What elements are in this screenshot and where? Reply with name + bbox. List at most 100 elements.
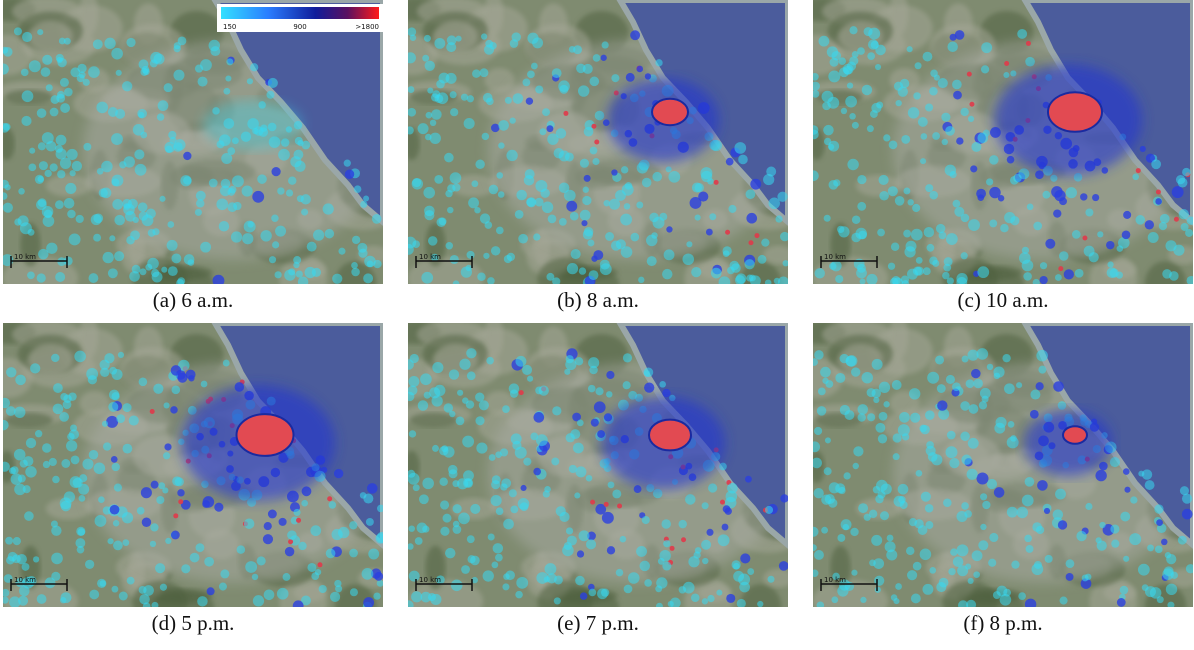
heat-spot [122, 403, 132, 413]
map-panel: 10 km 150 900 >1800 [3, 0, 383, 284]
heat-spot [1021, 246, 1030, 254]
heat-spot [515, 355, 527, 367]
heat-spot [1095, 469, 1107, 482]
heat-spot [223, 87, 231, 95]
heat-spot [627, 572, 640, 584]
heat-spot [843, 472, 851, 480]
heat-spot [665, 166, 672, 173]
heat-spot [579, 592, 588, 600]
heat-spot [1003, 71, 1010, 78]
heat-spot [251, 573, 259, 581]
heat-spot [740, 553, 751, 564]
heat-spot [408, 126, 414, 135]
heat-spot [359, 492, 367, 499]
heat-core [1047, 91, 1103, 133]
heat-spot [424, 60, 435, 71]
heat-spot [170, 365, 182, 376]
heat-spot [547, 133, 559, 145]
heat-spot [587, 384, 596, 393]
heat-spot [971, 368, 981, 379]
heat-spot [842, 63, 854, 75]
heat-spot [457, 478, 469, 490]
heat-spot [49, 107, 59, 117]
heat-spot [85, 559, 95, 569]
heat-spot [780, 231, 788, 242]
heat-spot [102, 442, 112, 451]
heat-spot [1096, 540, 1107, 551]
heat-spot [871, 358, 883, 370]
heat-spot [887, 186, 898, 197]
heat-spot [907, 570, 918, 581]
heat-spot [60, 592, 72, 604]
heat-spot [42, 215, 55, 227]
heat-spot [111, 368, 123, 380]
heat-spot [489, 42, 497, 50]
heat-spot [832, 572, 840, 581]
heat-spot [132, 216, 139, 223]
heat-spot [874, 586, 881, 593]
heat-spot [495, 553, 503, 562]
heat-spot [168, 130, 177, 140]
panel-caption: (e) 7 p.m. [557, 611, 639, 635]
heat-spot [961, 502, 969, 510]
heat-spot [306, 241, 317, 252]
scale-label: 10 km [14, 576, 36, 584]
heat-spot [60, 103, 71, 113]
heat-spot [828, 482, 840, 494]
heat-spot [430, 253, 439, 262]
heat-spot [927, 371, 940, 384]
heat-spot [606, 370, 615, 380]
heat-spot [44, 169, 52, 178]
heat-spot [899, 78, 910, 89]
heat-spot [1024, 534, 1032, 543]
heat-spot [492, 543, 504, 554]
heat-spot [1025, 544, 1034, 553]
heat-spot [444, 152, 454, 163]
heat-spot [161, 266, 168, 273]
heat-spot [956, 137, 964, 145]
heat-spot [63, 256, 73, 266]
map-panel: 10 km [813, 323, 1193, 607]
heat-spot [1031, 563, 1044, 576]
heat-spot [929, 86, 938, 96]
heat-spot [876, 101, 884, 109]
heat-spot [8, 467, 16, 475]
heat-spot [913, 92, 921, 100]
heat-spot [66, 440, 78, 452]
heat-spot [344, 169, 355, 179]
heat-spot [1045, 238, 1056, 249]
heat-spot [107, 268, 118, 279]
heat-spot [51, 525, 62, 536]
heat-spot [952, 199, 961, 208]
heat-spot [301, 499, 308, 507]
heat-spot [221, 152, 233, 165]
panel-caption: (d) 5 p.m. [152, 611, 235, 635]
heat-spot [50, 95, 60, 104]
heat-spot [986, 178, 994, 186]
heat-spot [333, 468, 344, 479]
heat-spot [109, 504, 120, 515]
heat-spot [427, 593, 437, 602]
heat-spot [813, 441, 821, 453]
heat-spot [27, 228, 35, 236]
heat-spot [1032, 278, 1040, 284]
heat-spot [115, 69, 122, 76]
heat-spot [522, 364, 533, 375]
heat-spot [290, 516, 299, 525]
heat-spot [1179, 486, 1189, 496]
heat-spot [559, 218, 567, 226]
heat-spot [630, 30, 641, 41]
heat-spot [495, 507, 504, 516]
heat-spot [1006, 155, 1015, 164]
heat-spot [956, 276, 968, 284]
heat-spot [377, 504, 383, 513]
heat-spot [880, 483, 892, 495]
heat-spot [1135, 168, 1141, 174]
heat-spot [606, 391, 613, 398]
heat-spot [446, 35, 457, 46]
heat-spot [260, 230, 272, 242]
heat-spot [814, 426, 823, 436]
heat-spot [718, 276, 731, 284]
heat-spot [948, 567, 956, 576]
heat-spot [268, 256, 277, 264]
